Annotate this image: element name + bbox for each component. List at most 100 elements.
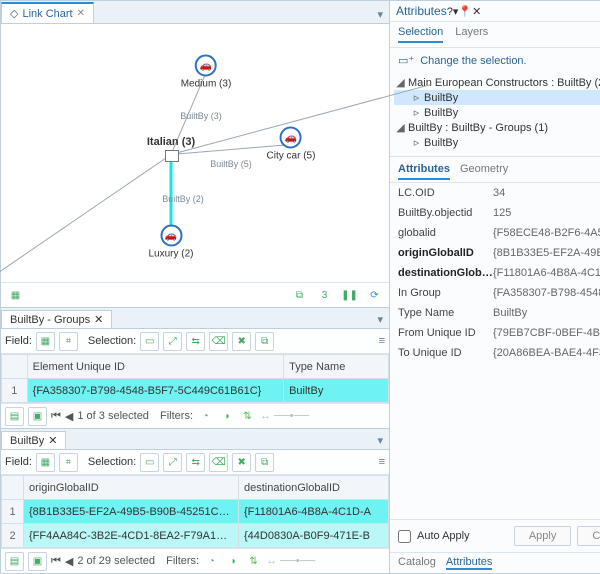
apply-button[interactable]: Apply [514, 526, 572, 546]
first-icon[interactable]: ⏮ [51, 410, 61, 423]
tab-selection[interactable]: Selection [398, 26, 443, 43]
close-icon[interactable]: ✕ [77, 8, 85, 19]
calc-field-icon[interactable]: ⌗ [59, 453, 78, 472]
attribute-row[interactable]: globalid{F58ECE48-B2F6-4A50-A86B [390, 223, 600, 243]
edge-label: BuiltBy (3) [180, 111, 222, 121]
grid1-footer: ▤ ▣ ⏮ ◀ 1 of 3 selected Filters: ◔ ◑ ⇅ ↔… [1, 403, 389, 428]
count-icon[interactable]: 3 [316, 287, 333, 304]
snap-icon[interactable]: ⧉ [291, 287, 308, 304]
table-view-icon[interactable]: ▤ [5, 407, 24, 426]
tab-menu-icon[interactable]: ▾ [371, 311, 389, 328]
add-field-icon[interactable]: ▦ [36, 453, 55, 472]
chart-node[interactable]: 🚗Medium (3) [181, 55, 232, 90]
link-chart-icon: ◇ [10, 7, 18, 20]
first-icon[interactable]: ⏮ [51, 555, 61, 568]
tree-item[interactable]: ▹BuiltBy [394, 90, 600, 105]
column-header[interactable]: Element Unique ID [27, 355, 283, 379]
auto-apply-checkbox[interactable] [398, 530, 411, 543]
attribute-row[interactable]: In Group{FA358307-B798-4548-B5F7 [390, 283, 600, 303]
grid2-tab[interactable]: BuiltBy✕ [1, 431, 66, 449]
attribute-row[interactable]: From Unique ID{79EB7CBF-0BEF-4B9B-8579 [390, 323, 600, 343]
add-field-icon[interactable]: ▦ [36, 332, 55, 351]
prev-icon[interactable]: ◀ [65, 555, 73, 568]
clear-sel-icon[interactable]: ⌫ [209, 453, 228, 472]
expand-icon[interactable]: ▹ [412, 91, 421, 104]
auto-apply-label: Auto Apply [417, 530, 470, 542]
menu-icon[interactable]: ≡ [379, 456, 385, 468]
pause-icon[interactable]: ❚❚ [341, 287, 358, 304]
pin-icon[interactable]: 📍 [458, 6, 472, 18]
refresh-icon[interactable]: ⟳ [366, 287, 383, 304]
sort-icon[interactable]: ⇅ [239, 408, 256, 425]
prev-icon[interactable]: ◀ [65, 410, 73, 423]
close-icon[interactable]: ✕ [48, 434, 57, 447]
menu-icon[interactable]: ≡ [379, 335, 385, 347]
filter2-icon[interactable]: ◑ [224, 553, 241, 570]
filter-icon[interactable]: ◔ [197, 408, 214, 425]
chart-node[interactable]: 🚗Luxury (2) [148, 225, 193, 260]
tab-layers[interactable]: Layers [455, 26, 488, 43]
attribute-row[interactable]: LC.OID34 [390, 183, 600, 203]
table-row[interactable]: 2{FF4AA84C-3B2E-4CD1-8EA2-F79A1F7335C5}{… [2, 524, 389, 548]
tab-menu-icon[interactable]: ▾ [371, 432, 389, 449]
grid2-table[interactable]: originGlobalIDdestinationGlobalID1{8B1B3… [1, 475, 389, 548]
attribute-row[interactable]: Type NameBuiltBy [390, 303, 600, 323]
delete-sel-icon[interactable]: ✖ [232, 453, 251, 472]
grid1-table[interactable]: Element Unique IDType Name1{FA358307-B79… [1, 354, 389, 403]
copy-sel-icon[interactable]: ⧉ [255, 332, 274, 351]
tree-item[interactable]: ◢Main European Constructors : BuiltBy (2… [394, 75, 600, 90]
chart-node[interactable]: 🚗City car (5) [267, 127, 316, 162]
tree-item[interactable]: ▹BuiltBy [394, 105, 600, 120]
tab-attributes[interactable]: Attributes [398, 163, 450, 180]
expand-icon[interactable]: ▹ [412, 136, 421, 149]
tab-attributes-bottom[interactable]: Attributes [446, 556, 492, 570]
expand-icon[interactable]: ◢ [396, 121, 405, 134]
car-icon: 🚗 [195, 55, 217, 77]
expand-icon[interactable]: ▹ [412, 106, 421, 119]
tree-item[interactable]: ▹BuiltBy [394, 135, 600, 150]
filter2-icon[interactable]: ◑ [218, 408, 235, 425]
attribute-row[interactable]: destinationGlobalID{F11801A6-4B8A-4C1D-A… [390, 263, 600, 283]
grid1-status: 1 of 3 selected [77, 410, 149, 422]
column-header[interactable]: originGlobalID [24, 476, 239, 500]
close-icon[interactable]: ✕ [472, 6, 481, 18]
table-view-icon[interactable]: ▤ [5, 552, 24, 571]
column-header[interactable]: Type Name [284, 355, 389, 379]
form-view-icon[interactable]: ▣ [28, 407, 47, 426]
table-row[interactable]: 1{FA358307-B798-4548-B5F7-5C449C61B61C}B… [2, 379, 389, 403]
change-selection[interactable]: ▭⁺ Change the selection. ▾ [390, 48, 600, 73]
switch-sel-icon[interactable]: ⇆ [186, 453, 205, 472]
link-chart-canvas[interactable]: BuiltBy (3)BuiltBy (5)BuiltBy (2)Italian… [1, 24, 389, 282]
tab-catalog[interactable]: Catalog [398, 556, 436, 570]
expand-icon[interactable]: ◢ [396, 76, 405, 89]
column-header[interactable]: destinationGlobalID [239, 476, 389, 500]
table-row[interactable]: 1{8B1B33E5-EF2A-49B5-B90B-45251C7458E6}{… [2, 500, 389, 524]
select-icon[interactable]: ▭ [140, 453, 159, 472]
attribute-row[interactable]: originGlobalID{8B1B33E5-EF2A-49B5-B90B [390, 243, 600, 263]
link-chart-tabstrip: ◇ Link Chart ✕ ▾ [1, 1, 389, 24]
link-chart-tab-label: Link Chart [22, 8, 72, 20]
copy-sel-icon[interactable]: ⧉ [255, 453, 274, 472]
layout-icon[interactable]: ▦ [7, 287, 24, 304]
close-icon[interactable]: ✕ [94, 313, 103, 326]
clear-sel-icon[interactable]: ⌫ [209, 332, 228, 351]
filter-icon[interactable]: ◔ [203, 553, 220, 570]
attribute-row[interactable]: To Unique ID{20A86BEA-BAE4-4F33-B10 [390, 343, 600, 363]
sort-icon[interactable]: ⇅ [245, 553, 262, 570]
tab-geometry[interactable]: Geometry [460, 163, 508, 180]
center-node[interactable]: Italian (3) [147, 136, 195, 148]
tree-item[interactable]: ◢BuiltBy : BuiltBy - Groups (1) [394, 120, 600, 135]
select-icon[interactable]: ▭ [140, 332, 159, 351]
grid1-tab[interactable]: BuiltBy - Groups✕ [1, 310, 112, 328]
tab-link-chart[interactable]: ◇ Link Chart ✕ [1, 2, 94, 23]
tab-menu-icon[interactable]: ▾ [371, 6, 389, 23]
delete-sel-icon[interactable]: ✖ [232, 332, 251, 351]
attribute-row[interactable]: BuiltBy.objectid125 [390, 203, 600, 223]
zoom-sel-icon[interactable]: ⤢ [163, 332, 182, 351]
chart-toolbar: ▦ ⧉ 3 ❚❚ ⟳ [1, 282, 389, 307]
calc-field-icon[interactable]: ⌗ [59, 332, 78, 351]
switch-sel-icon[interactable]: ⇆ [186, 332, 205, 351]
zoom-sel-icon[interactable]: ⤢ [163, 453, 182, 472]
form-view-icon[interactable]: ▣ [28, 552, 47, 571]
cancel-button[interactable]: Cancel [577, 526, 600, 546]
